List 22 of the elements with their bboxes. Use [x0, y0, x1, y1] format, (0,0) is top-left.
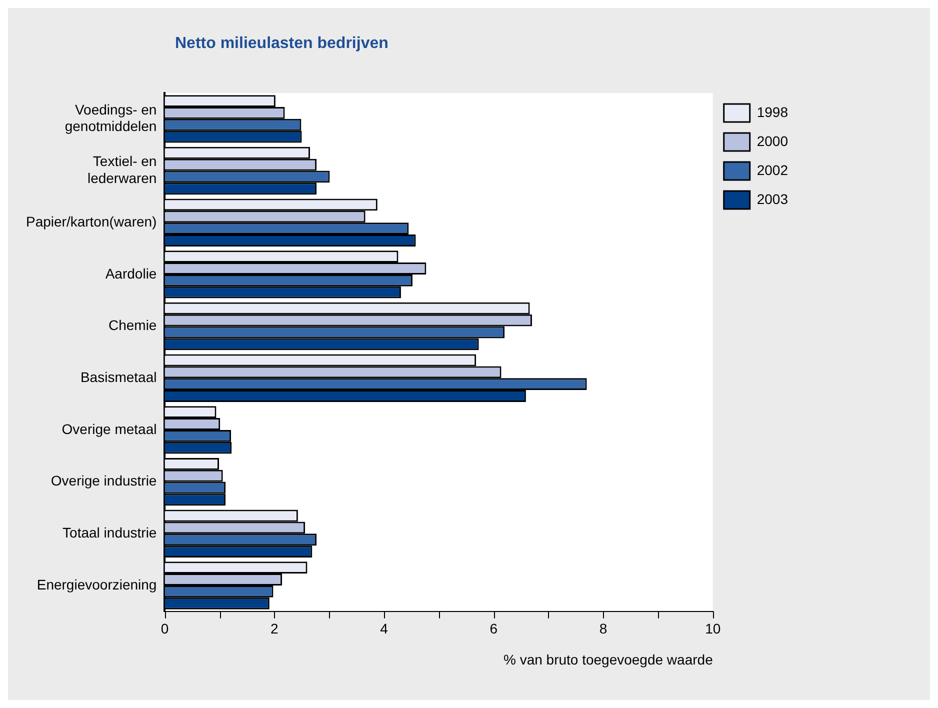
legend-label: 2002 [756, 162, 788, 178]
x-axis-title: % van bruto toegevoegde waarde [503, 651, 714, 668]
y-tick-label: Basismetaal [80, 368, 157, 385]
y-tick-label: Voedings- en genotmiddelen [64, 101, 157, 134]
legend-label: 2003 [756, 190, 788, 207]
x-tick-label: 8 [599, 620, 608, 637]
chart-title: Netto milieulasten bedrijven [175, 35, 388, 53]
legend-label: 2000 [756, 132, 788, 149]
x-tick-label: 2 [270, 620, 278, 637]
x-tick-label: 0 [160, 620, 169, 637]
x-tick-label: 6 [490, 620, 498, 637]
y-tick-label: Energievoorziening [36, 576, 157, 592]
x-tick-label: 10 [705, 620, 721, 637]
y-tick-label: Aardolie [105, 265, 157, 282]
y-tick-label: Totaal industrie [62, 524, 157, 540]
y-tick-label: Papier/karton(waren) [26, 213, 157, 230]
y-tick-label: Overige industrie [50, 472, 157, 489]
y-tick-label: Textiel- en lederwaren [87, 153, 157, 186]
x-tick-label: 4 [380, 620, 388, 637]
y-tick-label: Overige metaal [62, 420, 157, 437]
legend-label: 1998 [756, 104, 788, 120]
y-tick-label: Chemie [108, 317, 157, 334]
